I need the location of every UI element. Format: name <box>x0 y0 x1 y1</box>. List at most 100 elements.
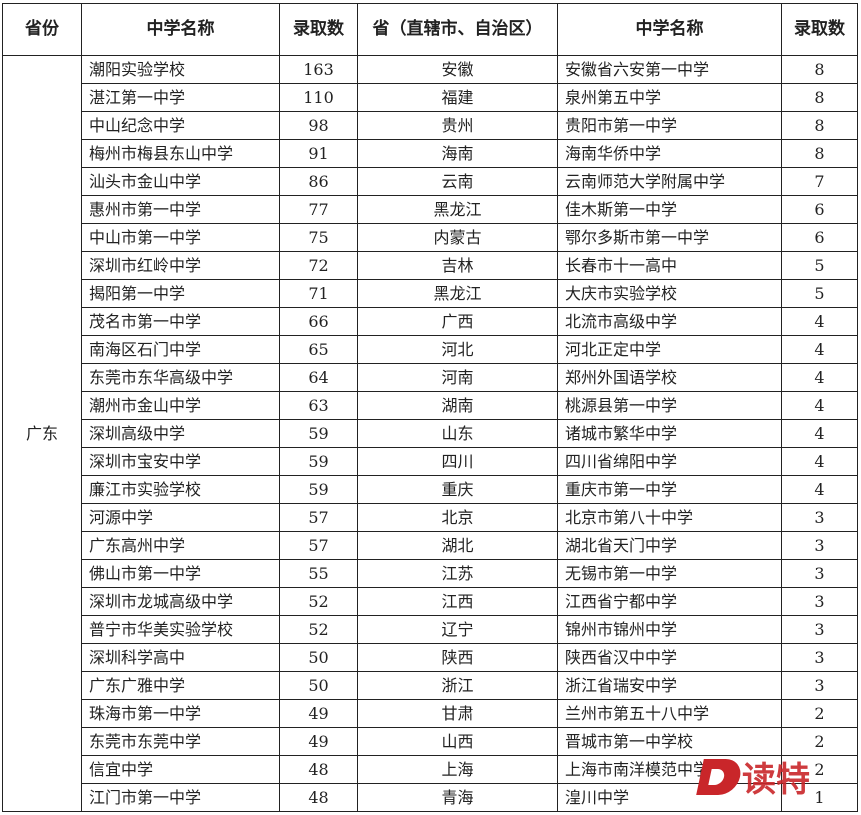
school-name-cell: 陕西省汉中中学 <box>557 643 782 672</box>
school-name-cell: 泉州第五中学 <box>557 83 782 112</box>
admission-count-cell: 3 <box>781 559 858 588</box>
province-cell: 四川 <box>357 447 558 476</box>
province-cell: 安徽 <box>357 55 558 84</box>
admission-count-cell: 98 <box>279 111 358 140</box>
table-row: 信宜中学 48 上海 上海市南洋模范中学 2 <box>3 755 858 784</box>
table-row: 潮州市金山中学 63 湖南 桃源县第一中学 4 <box>3 391 858 420</box>
school-name-cell: 广东广雅中学 <box>81 671 280 700</box>
admission-count-cell: 5 <box>781 251 858 280</box>
school-name-cell: 普宁市华美实验学校 <box>81 615 280 644</box>
table-row: 深圳高级中学 59 山东 诸城市繁华中学 4 <box>3 419 858 448</box>
admission-count-cell: 3 <box>781 615 858 644</box>
school-name-cell: 湟川中学 <box>557 783 782 812</box>
watermark-text: 读特 <box>742 760 810 800</box>
admission-count-cell: 57 <box>279 503 358 532</box>
admission-count-cell: 110 <box>279 83 358 112</box>
table-row: 东莞市东华高级中学 64 河南 郑州外国语学校 4 <box>3 363 858 392</box>
table-row: 普宁市华美实验学校 52 辽宁 锦州市锦州中学 3 <box>3 615 858 644</box>
province-cell: 山西 <box>357 727 558 756</box>
province-cell: 云南 <box>357 167 558 196</box>
province-cell: 江西 <box>357 587 558 616</box>
admission-count-cell: 91 <box>279 139 358 168</box>
table-row: 广东 潮阳实验学校 163 安徽 安徽省六安第一中学 8 <box>2 55 858 812</box>
admission-count-cell: 86 <box>279 167 358 196</box>
admission-count-cell: 2 <box>781 699 858 728</box>
admission-count-cell: 72 <box>279 251 358 280</box>
table-row: 汕头市金山中学 86 云南 云南师范大学附属中学 7 <box>3 167 858 196</box>
admission-count-cell: 59 <box>279 447 358 476</box>
admission-count-cell: 52 <box>279 615 358 644</box>
school-name-cell: 廉江市实验学校 <box>81 475 280 504</box>
admission-count-cell: 4 <box>781 363 858 392</box>
admission-count-cell: 7 <box>781 167 858 196</box>
admission-count-cell: 6 <box>781 195 858 224</box>
province-cell: 重庆 <box>357 475 558 504</box>
admission-count-cell: 57 <box>279 531 358 560</box>
school-name-cell: 无锡市第一中学 <box>557 559 782 588</box>
province-cell: 吉林 <box>357 251 558 280</box>
column-header: 录取数 <box>279 3 358 56</box>
school-name-cell: 梅州市梅县东山中学 <box>81 139 280 168</box>
school-name-cell: 揭阳第一中学 <box>81 279 280 308</box>
table-row: 中山纪念中学 98 贵州 贵阳市第一中学 8 <box>3 111 858 140</box>
school-name-cell: 郑州外国语学校 <box>557 363 782 392</box>
province-cell: 黑龙江 <box>357 195 558 224</box>
school-name-cell: 河源中学 <box>81 503 280 532</box>
admission-count-cell: 3 <box>781 503 858 532</box>
table-row: 南海区石门中学 65 河北 河北正定中学 4 <box>3 335 858 364</box>
school-name-cell: 海南华侨中学 <box>557 139 782 168</box>
school-name-cell: 兰州市第五十八中学 <box>557 699 782 728</box>
admission-count-cell: 2 <box>781 727 858 756</box>
table-row: 江门市第一中学 48 青海 湟川中学 1 <box>3 783 858 812</box>
province-cell: 广东 <box>2 55 82 812</box>
admission-count-cell: 8 <box>781 111 858 140</box>
province-cell: 河南 <box>357 363 558 392</box>
school-name-cell: 茂名市第一中学 <box>81 307 280 336</box>
admission-count-cell: 3 <box>781 587 858 616</box>
table-row: 深圳市红岭中学 72 吉林 长春市十一高中 5 <box>3 251 858 280</box>
school-name-cell: 中山市第一中学 <box>81 223 280 252</box>
table-row: 河源中学 57 北京 北京市第八十中学 3 <box>3 503 858 532</box>
column-header: 录取数 <box>781 3 858 56</box>
school-name-cell: 诸城市繁华中学 <box>557 419 782 448</box>
admission-count-cell: 59 <box>279 475 358 504</box>
school-name-cell: 安徽省六安第一中学 <box>557 55 782 84</box>
admission-count-cell: 48 <box>279 783 358 812</box>
admission-count-cell: 52 <box>279 587 358 616</box>
admission-count-cell: 49 <box>279 727 358 756</box>
school-name-cell: 佛山市第一中学 <box>81 559 280 588</box>
school-name-cell: 河北正定中学 <box>557 335 782 364</box>
school-name-cell: 北流市高级中学 <box>557 307 782 336</box>
school-name-cell: 江门市第一中学 <box>81 783 280 812</box>
admission-count-cell: 4 <box>781 391 858 420</box>
table-row: 揭阳第一中学 71 黑龙江 大庆市实验学校 5 <box>3 279 858 308</box>
school-name-cell: 深圳市龙城高级中学 <box>81 587 280 616</box>
province-cell: 贵州 <box>357 111 558 140</box>
admission-count-cell: 8 <box>781 83 858 112</box>
admission-count-cell: 63 <box>279 391 358 420</box>
admission-count-cell: 49 <box>279 699 358 728</box>
province-cell: 山东 <box>357 419 558 448</box>
admission-count-cell: 71 <box>279 279 358 308</box>
province-cell: 上海 <box>357 755 558 784</box>
school-name-cell: 深圳科学高中 <box>81 643 280 672</box>
school-name-cell: 惠州市第一中学 <box>81 195 280 224</box>
province-cell: 北京 <box>357 503 558 532</box>
school-name-cell: 潮州市金山中学 <box>81 391 280 420</box>
school-name-cell: 中山纪念中学 <box>81 111 280 140</box>
table-row: 廉江市实验学校 59 重庆 重庆市第一中学 4 <box>3 475 858 504</box>
school-name-cell: 浙江省瑞安中学 <box>557 671 782 700</box>
province-cell: 江苏 <box>357 559 558 588</box>
column-header: 中学名称 <box>81 3 280 56</box>
school-name-cell: 信宜中学 <box>81 755 280 784</box>
admission-count-cell: 75 <box>279 223 358 252</box>
header-row: 省份 中学名称 录取数 省（直辖市、自治区） 中学名称 录取数 <box>2 3 858 56</box>
table-row: 深圳科学高中 50 陕西 陕西省汉中中学 3 <box>3 643 858 672</box>
table-row: 佛山市第一中学 55 江苏 无锡市第一中学 3 <box>3 559 858 588</box>
school-name-cell: 潮阳实验学校 <box>81 55 280 84</box>
school-name-cell: 江西省宁都中学 <box>557 587 782 616</box>
school-name-cell: 大庆市实验学校 <box>557 279 782 308</box>
admission-count-cell: 3 <box>781 643 858 672</box>
province-cell: 湖北 <box>357 531 558 560</box>
table-row: 广东高州中学 57 湖北 湖北省天门中学 3 <box>3 531 858 560</box>
